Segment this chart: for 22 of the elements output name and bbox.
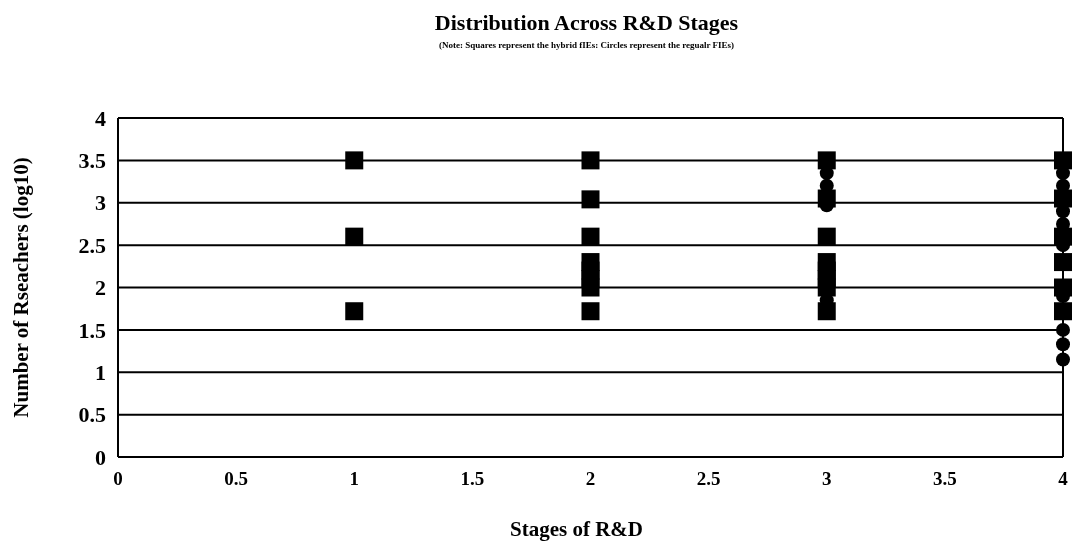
chart-subtitle: (Note: Squares represent the hybrid fIEs: Circles represent the regualr FIEs) bbox=[438, 40, 735, 50]
y-tick-label: 0 bbox=[95, 444, 106, 470]
chart-title: Distribution Across R&D Stages bbox=[434, 10, 739, 35]
x-tick-label: 0 bbox=[113, 468, 123, 489]
y-tick-label: 1 bbox=[95, 359, 106, 385]
x-tick-label: 2 bbox=[585, 468, 596, 489]
y-axis-title: Number of Rseachers (log10) bbox=[9, 157, 33, 418]
x-tick-label: 3 bbox=[822, 468, 832, 489]
x-tick-label: 1.5 bbox=[460, 468, 485, 489]
y-tick-label: 4 bbox=[95, 105, 106, 131]
y-tick-label: 0.5 bbox=[78, 402, 106, 428]
x-tick-label: 2.5 bbox=[696, 468, 721, 489]
y-tick-label: 2.5 bbox=[78, 232, 106, 258]
y-tick-label: 1.5 bbox=[78, 317, 106, 343]
y-tick-label: 2 bbox=[95, 275, 106, 301]
x-tick-label: 3.5 bbox=[933, 468, 957, 489]
x-tick-label: 1 bbox=[349, 468, 359, 489]
y-tick-label: 3.5 bbox=[78, 148, 106, 174]
y-tick-label: 3 bbox=[95, 190, 106, 216]
x-tick-label: 4 bbox=[1058, 468, 1069, 489]
x-tick-label: 0.5 bbox=[224, 468, 248, 489]
x-axis-title: Stages of R&D bbox=[510, 517, 643, 541]
